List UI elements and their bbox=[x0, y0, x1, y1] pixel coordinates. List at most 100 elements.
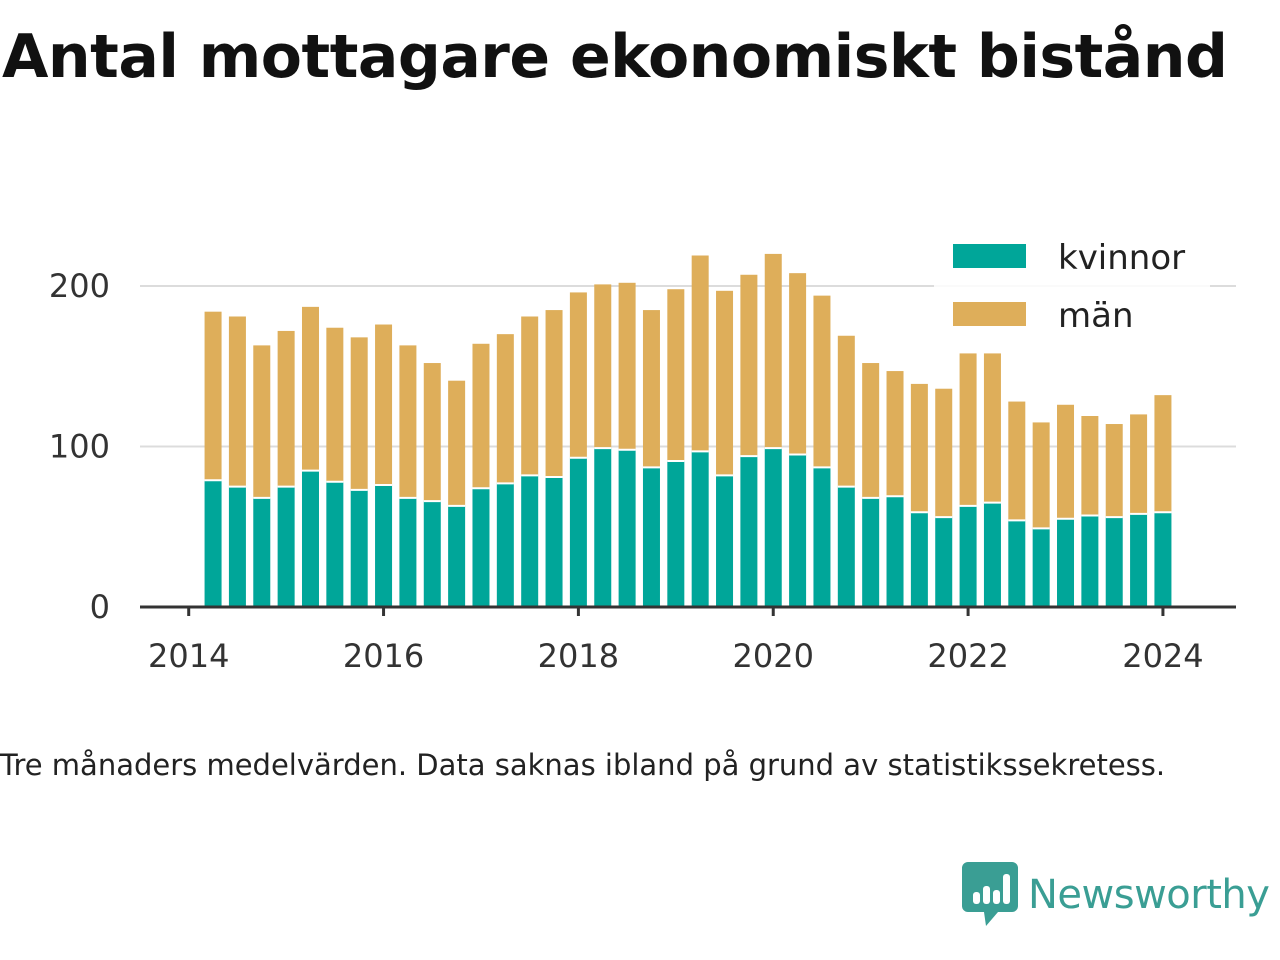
bar-man bbox=[740, 274, 758, 457]
bar-man bbox=[1032, 422, 1050, 529]
bar-man bbox=[1105, 424, 1123, 518]
bar-man bbox=[301, 306, 319, 471]
newsworthy-logo-icon bbox=[962, 862, 1018, 926]
y-tick-label: 0 bbox=[90, 588, 110, 626]
legend-swatch bbox=[953, 302, 1026, 326]
legend-label: kvinnor bbox=[1058, 238, 1185, 278]
bar-kvinnor bbox=[1032, 528, 1050, 607]
bar-man bbox=[375, 324, 393, 486]
bar-man bbox=[764, 253, 782, 449]
axes: 0 100 200 2014 2016 2018 2020 2022 2024 bbox=[49, 267, 1236, 675]
bar-kvinnor bbox=[1081, 515, 1099, 607]
legend-label: män bbox=[1058, 296, 1134, 336]
bar-kvinnor bbox=[277, 486, 295, 607]
bars bbox=[204, 253, 1172, 607]
bar-man bbox=[399, 345, 417, 498]
bar-kvinnor bbox=[594, 448, 612, 607]
bar-kvinnor bbox=[1008, 520, 1026, 607]
bar-kvinnor bbox=[716, 475, 734, 607]
bar-kvinnor bbox=[618, 449, 636, 607]
x-tick-label: 2020 bbox=[733, 637, 814, 675]
bar-man bbox=[277, 330, 295, 487]
bar-kvinnor bbox=[521, 475, 539, 607]
y-tick-label: 100 bbox=[49, 428, 110, 466]
bar-kvinnor bbox=[326, 481, 344, 607]
x-tick-label: 2018 bbox=[538, 637, 619, 675]
bar-kvinnor bbox=[764, 448, 782, 607]
bar-kvinnor bbox=[1154, 512, 1172, 607]
bar-man bbox=[983, 353, 1001, 503]
bar-kvinnor bbox=[253, 497, 271, 607]
bar-man bbox=[716, 290, 734, 476]
bar-kvinnor bbox=[813, 467, 831, 607]
chart-title: Antal mottagare ekonomiskt bistånd bbox=[2, 22, 1228, 92]
bar-kvinnor bbox=[350, 489, 368, 607]
bar-man bbox=[1008, 401, 1026, 521]
bar-man bbox=[862, 363, 880, 498]
bar-man bbox=[691, 255, 709, 452]
bar-kvinnor bbox=[423, 501, 441, 607]
bar-man bbox=[496, 334, 514, 484]
bar-kvinnor bbox=[204, 480, 222, 607]
bar-man bbox=[813, 295, 831, 468]
bar-kvinnor bbox=[228, 486, 246, 607]
chart-caption: Tre månaders medelvärden. Data saknas ib… bbox=[0, 748, 1166, 782]
stacked-bar-chart: 0 100 200 2014 2016 2018 2020 2022 2024 kvinnor m… bbox=[48, 228, 1236, 675]
bar-man bbox=[667, 289, 685, 461]
bar-man bbox=[204, 311, 222, 481]
bar-kvinnor bbox=[740, 456, 758, 607]
bar-kvinnor bbox=[886, 496, 904, 607]
bar-man bbox=[618, 282, 636, 450]
bar-kvinnor bbox=[862, 497, 880, 607]
bar-man bbox=[594, 284, 612, 449]
bar-kvinnor bbox=[375, 485, 393, 607]
bar-kvinnor bbox=[545, 476, 563, 607]
bar-man bbox=[521, 316, 539, 476]
bar-man bbox=[789, 273, 807, 455]
bar-kvinnor bbox=[472, 488, 490, 607]
bar-man bbox=[423, 363, 441, 502]
bar-kvinnor bbox=[935, 517, 953, 607]
bar-kvinnor bbox=[1105, 517, 1123, 607]
bar-kvinnor bbox=[569, 457, 587, 607]
bar-man bbox=[253, 345, 271, 498]
bar-man bbox=[228, 316, 246, 487]
x-tick-label: 2022 bbox=[927, 637, 1008, 675]
x-tick-label: 2024 bbox=[1122, 637, 1203, 675]
bar-kvinnor bbox=[496, 483, 514, 607]
bar-man bbox=[448, 380, 466, 506]
bar-man bbox=[886, 371, 904, 497]
bar-man bbox=[1081, 416, 1099, 516]
bar-man bbox=[837, 335, 855, 487]
bar-man bbox=[959, 353, 977, 506]
bar-man bbox=[1057, 404, 1075, 519]
brand-name: Newsworthy bbox=[1028, 872, 1270, 918]
bar-kvinnor bbox=[642, 467, 660, 607]
bar-kvinnor bbox=[1057, 518, 1075, 607]
bar-man bbox=[326, 327, 344, 482]
x-tick-label: 2016 bbox=[343, 637, 424, 675]
bar-kvinnor bbox=[983, 502, 1001, 607]
bar-kvinnor bbox=[667, 460, 685, 607]
bar-kvinnor bbox=[399, 497, 417, 607]
x-tick-label: 2014 bbox=[148, 637, 229, 675]
bar-man bbox=[350, 337, 368, 490]
bar-man bbox=[1154, 395, 1172, 513]
bar-kvinnor bbox=[837, 486, 855, 607]
bar-man bbox=[642, 310, 660, 468]
bar-man bbox=[569, 292, 587, 458]
bar-kvinnor bbox=[789, 454, 807, 607]
bar-man bbox=[1130, 414, 1148, 514]
y-tick-label: 200 bbox=[49, 267, 110, 305]
bar-kvinnor bbox=[301, 470, 319, 607]
bar-kvinnor bbox=[910, 512, 928, 607]
bar-man bbox=[472, 343, 490, 489]
bar-kvinnor bbox=[959, 505, 977, 607]
legend-swatch bbox=[953, 244, 1026, 268]
bar-man bbox=[545, 310, 563, 477]
bar-kvinnor bbox=[691, 451, 709, 607]
bar-man bbox=[935, 388, 953, 518]
bar-man bbox=[910, 383, 928, 513]
legend: kvinnor män bbox=[934, 228, 1210, 348]
bar-kvinnor bbox=[448, 505, 466, 607]
